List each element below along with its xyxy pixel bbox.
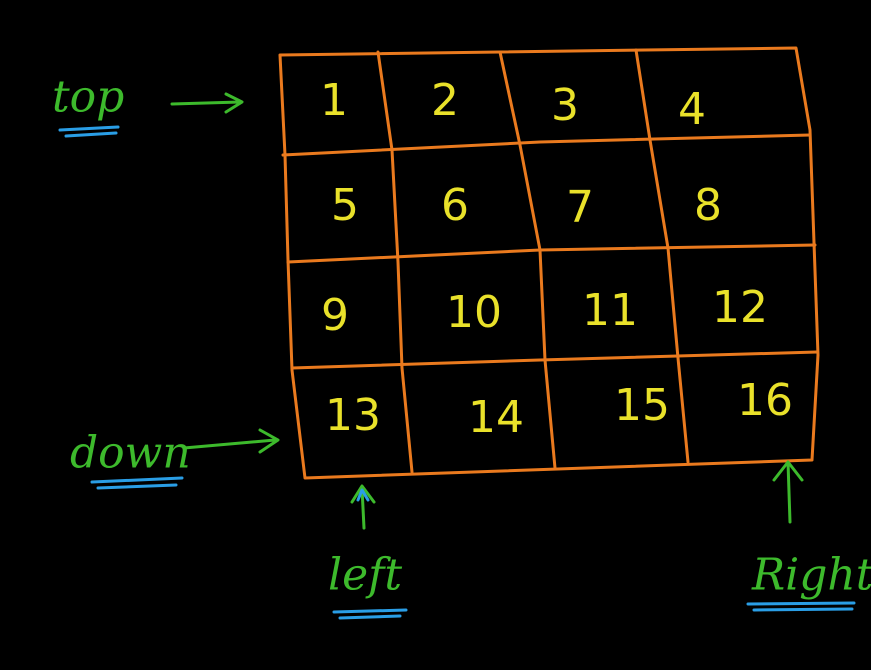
down-underline xyxy=(90,476,184,490)
cell-3: 3 xyxy=(551,80,579,131)
cell-1: 1 xyxy=(320,75,348,126)
right-arrow-icon xyxy=(772,460,804,524)
cell-2: 2 xyxy=(431,75,459,126)
cell-6: 6 xyxy=(441,180,469,231)
cell-9: 9 xyxy=(321,290,349,341)
grid-border xyxy=(278,46,820,480)
left-label: left xyxy=(328,550,402,601)
cell-12: 12 xyxy=(712,282,768,333)
pointer-annotations: top down left Right xyxy=(52,72,871,620)
grid-col-line-2 xyxy=(498,50,557,470)
right-label: Right xyxy=(751,550,871,601)
cell-8: 8 xyxy=(694,180,722,231)
cell-11: 11 xyxy=(582,285,638,336)
grid-row-line-2 xyxy=(286,243,817,264)
top-label: top xyxy=(52,72,124,123)
down-arrow-icon xyxy=(182,428,280,454)
cell-14: 14 xyxy=(468,392,524,443)
cell-4: 4 xyxy=(678,84,706,135)
top-arrow-icon xyxy=(170,92,244,114)
grid-row-line-3 xyxy=(290,350,819,370)
left-arrow-accent xyxy=(356,488,370,502)
grid-row-line-1 xyxy=(281,133,812,157)
left-arrow-icon xyxy=(350,484,376,530)
grid-col-line-1 xyxy=(376,50,414,474)
top-underline xyxy=(58,125,120,138)
cell-10: 10 xyxy=(446,287,502,338)
cell-numbers: 1 2 3 4 5 6 7 8 9 10 11 12 13 14 15 16 xyxy=(320,75,793,443)
right-underline xyxy=(746,601,856,612)
matrix-grid xyxy=(278,46,820,480)
cell-16: 16 xyxy=(737,375,793,426)
down-label: down xyxy=(70,428,191,479)
grid-col-line-3 xyxy=(634,48,690,464)
cell-13: 13 xyxy=(325,390,381,441)
left-underline xyxy=(332,608,408,620)
cell-7: 7 xyxy=(566,182,594,233)
cell-5: 5 xyxy=(331,180,359,231)
cell-15: 15 xyxy=(614,380,670,431)
